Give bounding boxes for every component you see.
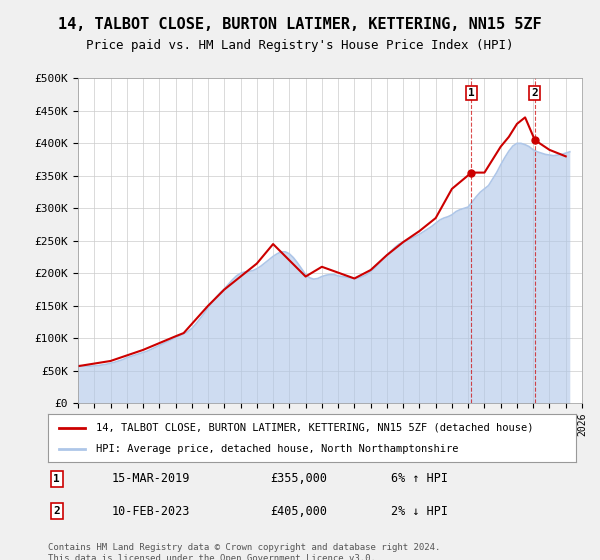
Text: Contains HM Land Registry data © Crown copyright and database right 2024.
This d: Contains HM Land Registry data © Crown c… [48,543,440,560]
Text: 2% ↓ HPI: 2% ↓ HPI [391,505,448,517]
Text: 1: 1 [468,88,475,98]
Text: £355,000: £355,000 [270,473,327,486]
Text: 6% ↑ HPI: 6% ↑ HPI [391,473,448,486]
Text: 2: 2 [532,88,538,98]
Text: Price paid vs. HM Land Registry's House Price Index (HPI): Price paid vs. HM Land Registry's House … [86,39,514,52]
Text: HPI: Average price, detached house, North Northamptonshire: HPI: Average price, detached house, Nort… [95,444,458,454]
Text: 14, TALBOT CLOSE, BURTON LATIMER, KETTERING, NN15 5ZF (detached house): 14, TALBOT CLOSE, BURTON LATIMER, KETTER… [95,423,533,433]
Text: 1: 1 [53,474,60,484]
Text: 14, TALBOT CLOSE, BURTON LATIMER, KETTERING, NN15 5ZF: 14, TALBOT CLOSE, BURTON LATIMER, KETTER… [58,17,542,32]
Text: 2: 2 [53,506,60,516]
Text: 10-FEB-2023: 10-FEB-2023 [112,505,190,517]
Text: 15-MAR-2019: 15-MAR-2019 [112,473,190,486]
Text: £405,000: £405,000 [270,505,327,517]
